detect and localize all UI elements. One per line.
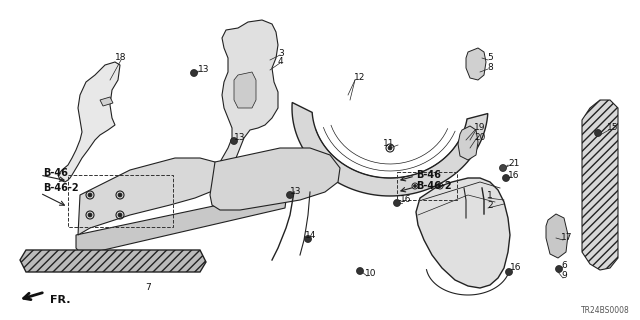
Polygon shape	[220, 20, 278, 170]
Circle shape	[595, 130, 602, 137]
Text: TR24BS0008: TR24BS0008	[581, 306, 630, 315]
Circle shape	[88, 213, 92, 217]
Polygon shape	[76, 192, 286, 255]
Circle shape	[356, 268, 364, 275]
Text: 9: 9	[561, 271, 567, 281]
Circle shape	[506, 268, 513, 276]
Polygon shape	[234, 72, 256, 108]
Circle shape	[413, 185, 417, 188]
Text: 19: 19	[474, 124, 486, 132]
Circle shape	[118, 213, 122, 217]
Text: 16: 16	[508, 171, 520, 180]
Text: B-46: B-46	[416, 170, 441, 180]
Text: B-46-2: B-46-2	[416, 181, 452, 191]
Polygon shape	[546, 214, 568, 258]
Text: 15: 15	[607, 124, 618, 132]
Text: 16: 16	[510, 263, 522, 273]
Circle shape	[556, 266, 563, 273]
Circle shape	[118, 193, 122, 197]
Polygon shape	[458, 126, 478, 160]
Text: FR.: FR.	[50, 295, 70, 305]
Text: 14: 14	[305, 231, 316, 241]
Circle shape	[499, 164, 506, 172]
Circle shape	[388, 146, 392, 150]
Text: 21: 21	[508, 158, 520, 167]
Polygon shape	[58, 62, 120, 182]
Circle shape	[305, 236, 312, 243]
Text: 20: 20	[474, 132, 485, 141]
Text: 8: 8	[487, 62, 493, 71]
Text: B-46-2: B-46-2	[43, 183, 79, 193]
Circle shape	[394, 199, 401, 206]
Text: 3: 3	[278, 49, 284, 58]
Circle shape	[287, 191, 294, 198]
Text: 1: 1	[487, 191, 493, 201]
Text: 6: 6	[561, 260, 567, 269]
Polygon shape	[78, 158, 220, 235]
Circle shape	[502, 174, 509, 181]
Text: 12: 12	[354, 74, 365, 83]
Text: 13: 13	[290, 188, 301, 196]
Text: 16: 16	[400, 196, 412, 204]
Circle shape	[191, 69, 198, 76]
Text: 4: 4	[278, 58, 284, 67]
Bar	[68, 175, 173, 227]
Polygon shape	[210, 148, 340, 210]
Text: B-46: B-46	[43, 168, 68, 178]
Polygon shape	[466, 48, 486, 80]
Polygon shape	[100, 97, 113, 106]
Text: 2: 2	[487, 202, 493, 211]
Text: 11: 11	[383, 139, 395, 148]
Text: 17: 17	[561, 234, 573, 243]
Polygon shape	[582, 100, 618, 270]
Text: 5: 5	[487, 53, 493, 62]
Polygon shape	[416, 178, 510, 288]
Text: 18: 18	[115, 53, 127, 62]
Text: 13: 13	[198, 66, 209, 75]
Bar	[397, 172, 457, 200]
Text: 13: 13	[234, 133, 246, 142]
Polygon shape	[20, 250, 206, 272]
Text: 10: 10	[365, 269, 376, 278]
Text: 7: 7	[145, 284, 151, 292]
Circle shape	[230, 138, 237, 145]
Circle shape	[438, 185, 442, 188]
Polygon shape	[292, 102, 488, 196]
Circle shape	[88, 193, 92, 197]
